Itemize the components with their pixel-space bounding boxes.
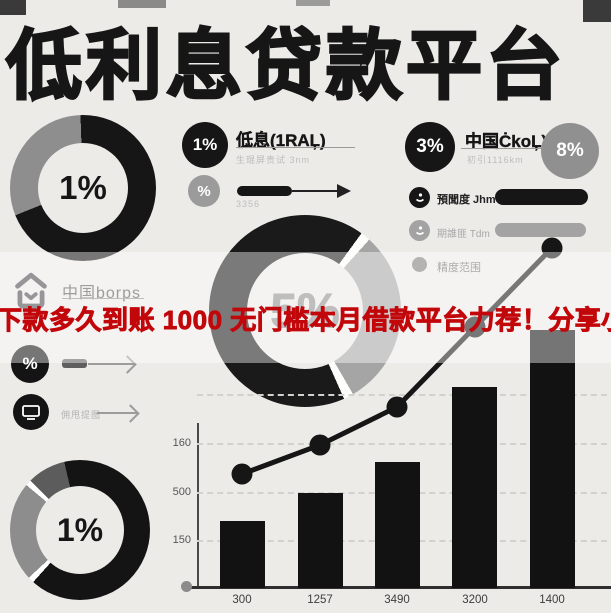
headline-text: 下款多久到账 1000 无门槛本月借款平台力荐！分享小额网贷口子1000 <box>0 305 611 336</box>
panel-subtitle: 初引1116km <box>467 155 524 165</box>
arrow-right-icon <box>88 363 134 365</box>
gridline <box>197 394 607 396</box>
percent-badge-value: % <box>197 182 211 200</box>
divider <box>461 148 585 149</box>
stat-badge-gray: 8% <box>541 123 599 179</box>
stat-badge-value: 3% <box>416 136 444 157</box>
percent-badge-value: % <box>22 354 38 373</box>
bar <box>375 462 420 588</box>
line-point <box>386 396 408 418</box>
panel-title: 低息(1RAĻ) <box>236 131 326 150</box>
percent-badge-gray: % <box>188 175 220 207</box>
arrow-right-icon <box>292 184 351 198</box>
donut-chart-top-left: 1% <box>10 115 156 261</box>
monitor-caption: 佣甩提图 <box>61 410 102 420</box>
bar-caption: 3356 <box>236 199 261 209</box>
bar <box>530 330 575 588</box>
bar <box>298 493 343 588</box>
stat-badge-value: 1% <box>192 135 218 154</box>
x-tick-label: 300 <box>232 594 252 606</box>
stat-badge-value: 8% <box>556 140 584 161</box>
divider <box>236 147 355 148</box>
value-bar <box>237 186 292 196</box>
panel-title: 中国ĊkoĻ) <box>465 132 548 151</box>
bar <box>452 387 497 588</box>
donut-label: 1% <box>38 143 128 233</box>
y-tick-label: 500 <box>172 486 191 498</box>
legend-label: 期誰匪 Tdm <box>437 229 490 240</box>
legend-bar <box>495 223 586 237</box>
origin-dot-icon <box>181 581 192 592</box>
x-tick-label: 1400 <box>539 594 565 606</box>
line-point <box>231 463 253 485</box>
dot-icon <box>412 257 427 272</box>
y-axis <box>197 423 199 588</box>
artifact-mark <box>118 0 166 8</box>
x-tick-label: 3200 <box>462 594 488 606</box>
donut-chart-bottom-left: 1% <box>10 460 150 600</box>
legend-label: 精度范围 <box>437 262 481 274</box>
artifact-mark <box>583 0 611 22</box>
line-point <box>464 316 486 338</box>
bar <box>220 521 265 588</box>
combo-chart: 160 500 150 300 1257 3490 3200 1400 <box>173 237 611 613</box>
page-title: 低利息贷款平台 <box>5 23 566 111</box>
legend-row: 精度范围 <box>412 257 602 274</box>
legend-row: 預聞度 Jhm <box>409 187 599 208</box>
highlight-band <box>0 252 611 363</box>
stat-badge-black: 3% <box>405 122 455 172</box>
monitor-badge <box>13 394 49 430</box>
donut-label: 5% <box>247 253 363 369</box>
stat-badge-black: 1% <box>182 122 228 168</box>
legend-row: 期誰匪 Tdm <box>409 220 599 241</box>
y-tick-label: 150 <box>172 534 191 546</box>
monitor-icon <box>22 404 40 420</box>
legend-label: 預聞度 Jhm <box>437 194 496 206</box>
face-dot-icon <box>409 220 430 241</box>
divider <box>62 298 144 299</box>
arrow-right-icon <box>97 412 137 414</box>
home-icon <box>15 272 47 309</box>
artifact-mark <box>0 0 26 15</box>
artifact-mark <box>296 0 330 6</box>
legend-bar <box>495 189 588 205</box>
line-point <box>541 237 563 259</box>
trend-line <box>231 237 563 485</box>
x-tick-label: 1257 <box>307 594 333 606</box>
brand-label: 中国borps <box>62 285 142 302</box>
percent-badge-black: % <box>11 345 49 383</box>
line-point <box>309 434 331 456</box>
value-bar <box>62 359 87 368</box>
x-tick-label: 3490 <box>384 594 410 606</box>
donut-label: 1% <box>36 486 124 574</box>
face-dot-icon <box>409 187 430 208</box>
panel-subtitle: 生琨屏贵试 3nm <box>236 155 311 165</box>
y-tick-label: 160 <box>172 437 191 449</box>
donut-chart-center: 5% <box>209 215 401 407</box>
gridline <box>197 443 607 445</box>
